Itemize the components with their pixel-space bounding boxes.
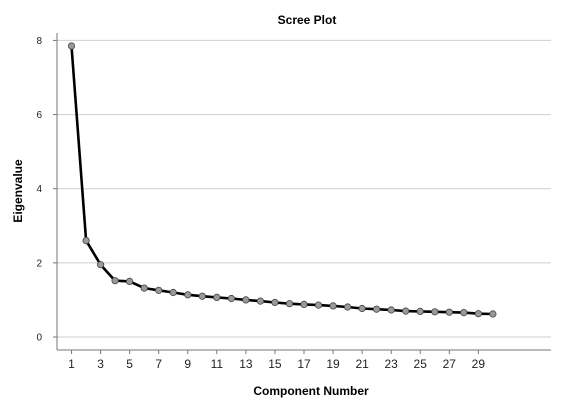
- x-axis-ticks: 1 3 5 7 9 11 13 15 17 19 21 23 25 27 29: [68, 350, 485, 371]
- data-point-9: [184, 291, 192, 299]
- data-point-30: [489, 310, 497, 318]
- x-tick-label-21: 21: [355, 357, 369, 371]
- x-tick-label-1: 1: [68, 357, 75, 371]
- data-point-13: [242, 296, 250, 304]
- series-line: [70, 45, 493, 316]
- data-point-1: [67, 42, 76, 50]
- data-point-23: [387, 306, 395, 314]
- x-tick-label-7: 7: [155, 357, 162, 371]
- data-point-20: [343, 303, 352, 311]
- data-point-10: [198, 292, 206, 300]
- data-point-2: [82, 237, 90, 245]
- data-point-8: [169, 288, 177, 297]
- x-tick-label-3: 3: [97, 357, 104, 371]
- y-axis-label: Eigenvalue: [11, 159, 25, 223]
- y-axis-ticks: 0 2 4 6 8: [36, 36, 57, 344]
- x-tick-label-19: 19: [326, 357, 340, 371]
- data-point-27: [445, 308, 453, 316]
- data-point-11: [213, 293, 221, 301]
- y-tick-label-8: 8: [36, 36, 42, 47]
- data-point-7: [155, 286, 163, 294]
- data-point-18: [314, 301, 323, 309]
- y-tick-label-0: 0: [36, 333, 42, 344]
- x-axis-label: Component Number: [253, 384, 369, 398]
- x-tick-label-25: 25: [414, 357, 428, 371]
- gridlines: [57, 39, 551, 338]
- x-tick-label-17: 17: [297, 357, 311, 371]
- data-point-19: [329, 302, 337, 310]
- x-tick-label-11: 11: [211, 357, 224, 371]
- x-tick-label-27: 27: [443, 357, 457, 371]
- x-tick-label-13: 13: [239, 357, 253, 371]
- x-tick-label-15: 15: [268, 357, 282, 371]
- chart-title: Scree Plot: [278, 13, 337, 27]
- data-point-28: [460, 308, 468, 317]
- y-tick-label-6: 6: [36, 110, 42, 121]
- data-point-22: [372, 305, 381, 313]
- data-point-29: [474, 310, 482, 318]
- data-point-5: [126, 277, 134, 285]
- data-point-21: [358, 304, 366, 313]
- data-point-15: [271, 298, 279, 307]
- data-point-14: [256, 297, 264, 305]
- data-point-25: [416, 307, 424, 315]
- data-point-17: [300, 300, 308, 308]
- data-point-6: [140, 284, 148, 292]
- eigenvalue-series: [67, 42, 497, 318]
- x-tick-label-9: 9: [184, 357, 191, 371]
- data-point-26: [431, 308, 439, 316]
- y-tick-label-4: 4: [36, 184, 42, 195]
- data-point-4: [111, 277, 119, 285]
- x-tick-label-23: 23: [384, 357, 398, 371]
- data-point-24: [402, 307, 410, 315]
- x-tick-label-5: 5: [126, 357, 133, 371]
- y-tick-label-2: 2: [36, 258, 42, 269]
- data-point-12: [227, 294, 235, 303]
- x-tick-label-29: 29: [472, 357, 486, 371]
- data-point-3: [97, 261, 105, 269]
- data-point-16: [285, 300, 294, 308]
